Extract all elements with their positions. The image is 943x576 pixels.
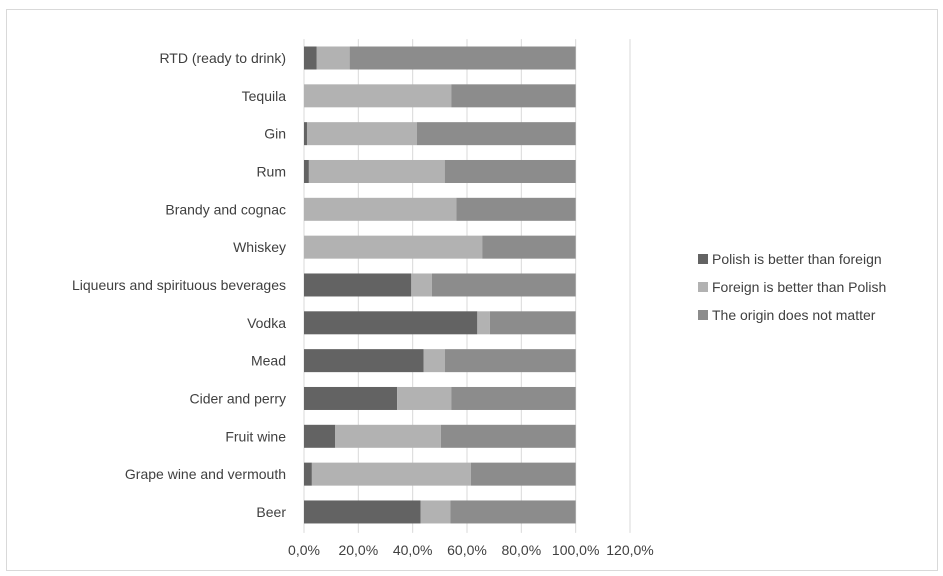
legend: Polish is better than foreign Foreign is … — [698, 251, 886, 323]
x-tick-label-2: 40,0% — [393, 542, 433, 558]
x-tick-label-6: 120,0% — [606, 542, 653, 558]
x-tick-label-4: 80,0% — [501, 542, 541, 558]
bar-rum-foreign-is-better-than-polish — [308, 159, 445, 183]
category-label-gin: Gin — [264, 126, 286, 142]
legend-swatch-foreign-is-better-than-polish — [698, 282, 708, 292]
category-label-whiskey: Whiskey — [233, 239, 286, 255]
bar-gin-polish-is-better-than-foreign — [304, 122, 307, 146]
legend-label-polish-is-better-than-foreign: Polish is better than foreign — [712, 251, 882, 267]
bar-beer-the-origin-does-not-matter — [450, 500, 576, 524]
x-axis-tick-labels: 0,0% 20,0% 40,0% 60,0% 80,0% 100,0% 120,0% — [288, 542, 654, 558]
legend-swatch-the-origin-does-not-matter — [698, 310, 708, 320]
bar-liqueurs-and-spirituous-beverages-polish-is-better-than-foreign — [304, 273, 412, 297]
x-tick-label-5: 100,0% — [552, 542, 599, 558]
category-labels: RTD (ready to drink) Tequila Gin Rum Brandy … — [72, 50, 286, 520]
category-label-tequila: Tequila — [242, 88, 287, 104]
x-tick-label-3: 60,0% — [447, 542, 487, 558]
bar-cider-and-perry-the-origin-does-not-matter — [451, 386, 576, 410]
bar-beer-foreign-is-better-than-polish — [420, 500, 451, 524]
bar-rtd-ready-to-drink-foreign-is-better-than-polish — [316, 46, 350, 70]
bar-vodka-polish-is-better-than-foreign — [304, 311, 478, 335]
bar-tequila-foreign-is-better-than-polish — [304, 84, 452, 108]
x-tick-label-0: 0,0% — [288, 542, 320, 558]
legend-swatch-polish-is-better-than-foreign — [698, 254, 708, 264]
category-label-cider-and-perry: Cider and perry — [190, 390, 287, 406]
bar-mead-foreign-is-better-than-polish — [423, 349, 445, 373]
bar-fruit-wine-foreign-is-better-than-polish — [335, 424, 441, 448]
bar-gin-foreign-is-better-than-polish — [306, 122, 417, 146]
category-label-vodka: Vodka — [247, 315, 286, 331]
bar-grape-wine-and-vermouth-foreign-is-better-than-polish — [311, 462, 471, 486]
bar-rtd-ready-to-drink-the-origin-does-not-matter — [349, 46, 576, 70]
bar-grape-wine-and-vermouth-the-origin-does-not-matter — [470, 462, 576, 486]
category-label-rum: Rum — [256, 163, 286, 179]
legend-label-the-origin-does-not-matter: The origin does not matter — [712, 307, 876, 323]
bar-brandy-and-cognac-the-origin-does-not-matter — [456, 197, 576, 221]
category-label-brandy-and-cognac: Brandy and cognac — [165, 201, 286, 217]
bar-beer-polish-is-better-than-foreign — [304, 500, 421, 524]
bar-brandy-and-cognac-foreign-is-better-than-polish — [304, 197, 457, 221]
bar-fruit-wine-the-origin-does-not-matter — [440, 424, 576, 448]
bars — [304, 46, 576, 524]
bar-tequila-the-origin-does-not-matter — [451, 84, 576, 108]
bar-whiskey-the-origin-does-not-matter — [482, 235, 576, 259]
bar-liqueurs-and-spirituous-beverages-the-origin-does-not-matter — [431, 273, 576, 297]
bar-rtd-ready-to-drink-polish-is-better-than-foreign — [304, 46, 317, 70]
bar-vodka-foreign-is-better-than-polish — [477, 311, 490, 335]
category-label-fruit-wine: Fruit wine — [225, 428, 286, 444]
category-label-liqueurs-and-spirituous-beverages: Liqueurs and spirituous beverages — [72, 277, 286, 293]
bar-cider-and-perry-foreign-is-better-than-polish — [397, 386, 452, 410]
bar-liqueurs-and-spirituous-beverages-foreign-is-better-than-polish — [411, 273, 432, 297]
bar-vodka-the-origin-does-not-matter — [489, 311, 576, 335]
legend-label-foreign-is-better-than-polish: Foreign is better than Polish — [712, 279, 886, 295]
bar-rum-polish-is-better-than-foreign — [304, 159, 309, 183]
category-label-beer: Beer — [256, 504, 286, 520]
bar-cider-and-perry-polish-is-better-than-foreign — [304, 386, 398, 410]
category-label-rtd-ready-to-drink: RTD (ready to drink) — [159, 50, 286, 66]
bar-fruit-wine-polish-is-better-than-foreign — [304, 424, 336, 448]
category-label-grape-wine-and-vermouth: Grape wine and vermouth — [125, 466, 286, 482]
bar-mead-polish-is-better-than-foreign — [304, 349, 424, 373]
bar-mead-the-origin-does-not-matter — [444, 349, 576, 373]
x-tick-label-1: 20,0% — [338, 542, 378, 558]
bar-grape-wine-and-vermouth-polish-is-better-than-foreign — [304, 462, 312, 486]
bar-gin-the-origin-does-not-matter — [416, 122, 576, 146]
bar-whiskey-foreign-is-better-than-polish — [304, 235, 483, 259]
bar-rum-the-origin-does-not-matter — [444, 159, 576, 183]
category-label-mead: Mead — [251, 353, 286, 369]
